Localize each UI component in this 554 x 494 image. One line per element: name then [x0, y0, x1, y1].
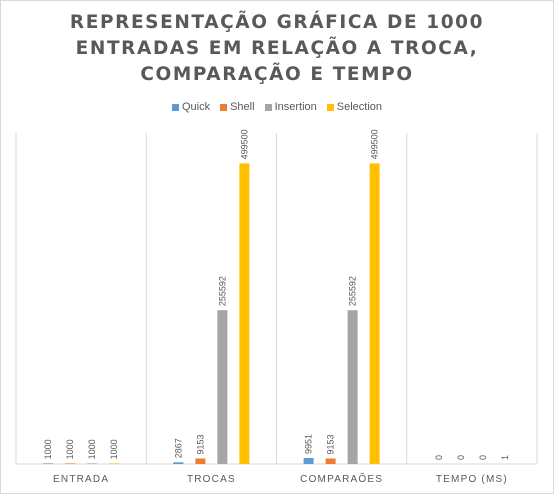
bar-shell-compara-es: [325, 458, 336, 464]
data-label-insertion-entrada: 1000: [87, 439, 97, 459]
data-label-quick-trocas: 2867: [173, 438, 183, 458]
legend-label-shell: Shell: [230, 101, 255, 113]
legend-swatch-insertion: [264, 103, 272, 111]
data-label-selection-compara-es: 499500: [370, 129, 380, 159]
x-tick-label-tempo-ms: TEMPO (MS): [436, 474, 508, 485]
x-tick-label-compara-es: COMPARAÕES: [300, 472, 383, 485]
chart-title: REPRESENTAÇÃO GRÁFICA DE 1000 ENTRADAS E…: [0, 10, 554, 88]
chart-legend: Quick Shell Insertion Selection: [0, 99, 554, 115]
bar-selection-trocas: [239, 163, 250, 464]
x-tick-label-entrada: ENTRADA: [53, 474, 109, 485]
data-label-insertion-trocas: 255592: [217, 276, 227, 306]
data-label-selection-trocas: 499500: [239, 129, 249, 159]
legend-label-quick: Quick: [181, 101, 211, 113]
bar-insertion-entrada: [87, 463, 98, 464]
data-label-shell-trocas: 9153: [195, 434, 205, 454]
legend-swatch-shell: [220, 103, 228, 111]
data-label-shell-compara-es: 9153: [326, 434, 336, 454]
bar-insertion-compara-es: [347, 310, 358, 464]
data-label-selection-entrada: 1000: [109, 439, 119, 459]
legend-swatch-quick: [171, 103, 179, 111]
data-label-quick-compara-es: 9951: [304, 434, 314, 454]
legend-label-insertion: Insertion: [274, 101, 317, 113]
chart-title-line-1: REPRESENTAÇÃO GRÁFICA DE 1000: [69, 12, 485, 33]
bar-quick-entrada: [43, 463, 54, 464]
legend-swatch-selection: [326, 103, 334, 111]
bar-quick-trocas: [173, 462, 184, 464]
bar-shell-entrada: [65, 463, 76, 464]
data-label-insertion-compara-es: 255592: [348, 276, 358, 306]
bar-selection-compara-es: [369, 163, 380, 464]
data-label-shell-tempo-ms: 0: [456, 455, 466, 460]
data-label-shell-entrada: 1000: [65, 439, 75, 459]
x-tick-label-trocas: TROCAS: [187, 474, 236, 485]
bar-selection-entrada: [109, 463, 120, 464]
bar-shell-trocas: [195, 458, 206, 464]
legend-item-selection: Selection: [326, 101, 383, 113]
chart-title-line-2: ENTRADAS EM RELAÇÃO A TROCA,: [75, 38, 479, 59]
data-label-quick-tempo-ms: 0: [434, 455, 444, 460]
bar-insertion-trocas: [217, 310, 228, 464]
legend-item-insertion: Insertion: [264, 101, 317, 113]
legend-item-quick: Quick: [171, 101, 211, 113]
legend-label-selection: Selection: [336, 101, 383, 113]
chart-title-line-3: COMPARAÇÃO E TEMPO: [140, 64, 414, 85]
bar-quick-compara-es: [303, 458, 314, 464]
data-label-quick-entrada: 1000: [43, 439, 53, 459]
data-label-insertion-tempo-ms: 0: [478, 455, 488, 460]
data-label-selection-tempo-ms: 1: [500, 455, 510, 460]
legend-item-shell: Shell: [220, 101, 255, 113]
